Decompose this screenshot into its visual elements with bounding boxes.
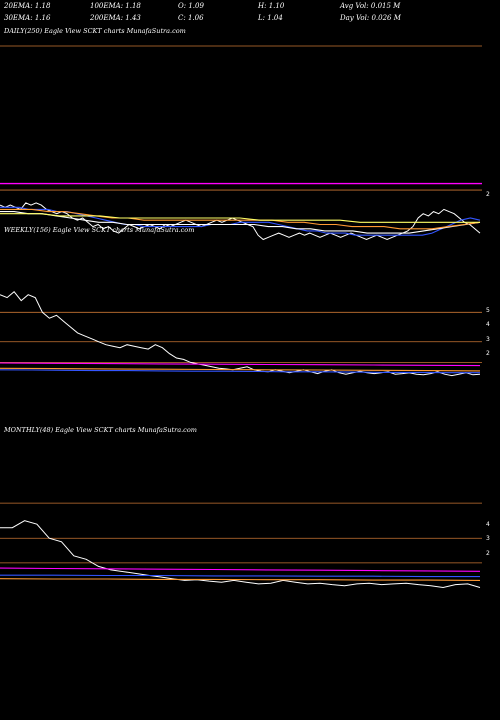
indicator-header: 20EMA: 1.18 100EMA: 1.18 O: 1.09 H: 1.10… — [0, 0, 500, 36]
y-tick-label: 3 — [486, 336, 490, 343]
daily-chart: 2 — [0, 45, 490, 241]
day-vol-readout: Day Vol: 0.026 M — [340, 14, 401, 22]
y-tick-label: 2 — [486, 191, 490, 198]
monthly-chart-title: MONTHLY(48) Eagle View SCKT charts Munaf… — [4, 426, 197, 434]
weekly-chart-title: WEEKLY(156) Eagle View SCKT charts Munaf… — [4, 226, 195, 234]
y-tick-label: 2 — [486, 550, 490, 557]
series-line — [0, 578, 481, 581]
ema20-readout: 20EMA: 1.18 — [4, 2, 51, 10]
series-line — [0, 213, 480, 223]
series-line — [0, 567, 481, 572]
close-readout: C: 1.06 — [178, 14, 204, 22]
y-tick-label: 3 — [486, 535, 490, 542]
y-tick-label: 2 — [486, 350, 490, 357]
ema30-readout: 30EMA: 1.16 — [4, 14, 51, 22]
series-line — [0, 367, 481, 372]
high-readout: H: 1.10 — [258, 2, 285, 10]
series-line — [0, 369, 480, 374]
series-line — [0, 208, 481, 230]
y-tick-label: 4 — [486, 521, 490, 528]
low-readout: L: 1.04 — [258, 14, 283, 22]
series-line — [0, 520, 481, 589]
series-line — [0, 202, 481, 241]
weekly-chart: 5 4 3 2 — [0, 290, 490, 377]
series-line — [0, 574, 480, 578]
series-line — [0, 206, 481, 236]
series-line — [0, 211, 481, 234]
ema200-readout: 200EMA: 1.43 — [90, 14, 141, 22]
monthly-chart: 4 3 2 — [0, 502, 490, 589]
series-line — [0, 290, 481, 377]
ema100-readout: 100EMA: 1.18 — [90, 2, 141, 10]
y-tick-label: 4 — [486, 321, 490, 328]
avg-vol-readout: Avg Vol: 0.015 M — [340, 2, 401, 10]
y-tick-label: 5 — [486, 307, 490, 314]
open-readout: O: 1.09 — [178, 2, 204, 10]
daily-chart-title: DAILY(250) Eagle View SCKT charts Munafa… — [4, 27, 186, 35]
series-line — [0, 362, 481, 367]
